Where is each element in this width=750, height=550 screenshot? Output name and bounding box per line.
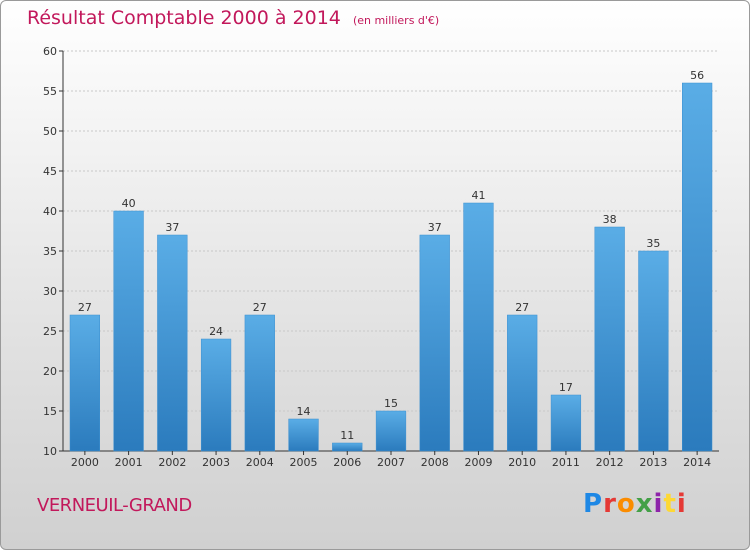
brand-letter: o: [616, 489, 636, 519]
bar: [594, 226, 625, 452]
data-label: 11: [340, 429, 354, 442]
x-tick-label: 2002: [158, 456, 186, 469]
x-tick-label: 2001: [115, 456, 143, 469]
bar: [419, 234, 450, 452]
data-label: 56: [690, 69, 704, 82]
bar: [288, 418, 319, 452]
chart-subtitle: (en milliers d'€): [352, 14, 440, 27]
x-tick-label: 2009: [464, 456, 492, 469]
data-label: 37: [428, 221, 442, 234]
brand-letter: i: [653, 489, 664, 519]
bar: [375, 410, 407, 452]
data-label: 27: [78, 301, 92, 314]
bar: [550, 394, 582, 452]
data-label: 35: [646, 237, 660, 250]
bar: [244, 314, 275, 452]
data-label: 40: [122, 197, 136, 210]
x-tick-label: 2003: [202, 456, 230, 469]
data-label: 24: [209, 325, 223, 338]
x-tick-label: 2012: [596, 456, 624, 469]
data-label: 41: [471, 189, 485, 202]
data-label: 27: [253, 301, 267, 314]
data-label: 38: [603, 213, 617, 226]
brand-letter: t: [663, 489, 677, 519]
x-tick-label: 2004: [246, 456, 274, 469]
data-label: 15: [384, 397, 398, 410]
proxiti-logo: Proxiti: [583, 489, 687, 519]
bar: [507, 314, 538, 452]
x-tick-label: 2007: [377, 456, 405, 469]
data-label: 17: [559, 381, 573, 394]
bar: [69, 314, 100, 452]
y-tick-label: 10: [43, 445, 57, 458]
y-tick-label: 25: [43, 325, 57, 338]
y-tick-label: 15: [43, 405, 57, 418]
bar: [200, 338, 232, 452]
bar: [682, 82, 713, 452]
brand-letter: i: [676, 489, 687, 519]
commune-name: VERNEUIL-GRAND: [37, 495, 192, 516]
x-tick-label: 2006: [333, 456, 361, 469]
x-tick-label: 2008: [421, 456, 449, 469]
x-tick-label: 2011: [552, 456, 580, 469]
x-tick-label: 2013: [639, 456, 667, 469]
brand-letter: P: [583, 489, 604, 519]
y-tick-label: 20: [43, 365, 57, 378]
x-tick-label: 2005: [290, 456, 318, 469]
x-tick-label: 2000: [71, 456, 99, 469]
bar: [638, 250, 669, 452]
data-label: 27: [515, 301, 529, 314]
x-tick-label: 2010: [508, 456, 536, 469]
y-tick-label: 40: [43, 205, 57, 218]
chart-title: Résultat Comptable 2000 à 2014 (en milli…: [27, 7, 439, 29]
x-tick-label: 2014: [683, 456, 711, 469]
brand-letter: x: [635, 489, 654, 519]
bar: [332, 442, 363, 452]
y-tick-label: 60: [43, 45, 57, 58]
data-label: 14: [297, 405, 311, 418]
y-tick-label: 50: [43, 125, 57, 138]
y-tick-label: 30: [43, 285, 57, 298]
title-text: Résultat Comptable 2000 à 2014: [27, 7, 341, 29]
data-label: 37: [165, 221, 179, 234]
y-tick-label: 55: [43, 85, 57, 98]
bar: [463, 202, 494, 452]
y-tick-label: 45: [43, 165, 57, 178]
bar: [113, 210, 144, 452]
brand-letter: r: [603, 489, 617, 519]
bar: [157, 234, 188, 452]
y-tick-label: 35: [43, 245, 57, 258]
